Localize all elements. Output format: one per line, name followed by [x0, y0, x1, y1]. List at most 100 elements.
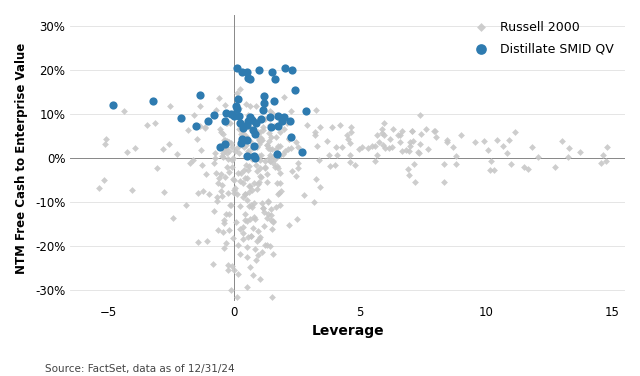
Distillate SMID QV [202, 118, 212, 124]
Russell 2000 [282, 120, 292, 126]
Russell 2000 [312, 143, 322, 149]
Russell 2000 [237, 123, 248, 129]
Distillate SMID QV [233, 96, 243, 102]
Russell 2000 [301, 122, 312, 128]
Russell 2000 [248, 272, 258, 278]
Russell 2000 [442, 139, 452, 145]
Russell 2000 [243, 234, 253, 240]
Russell 2000 [218, 150, 228, 156]
Russell 2000 [235, 226, 245, 232]
Russell 2000 [314, 184, 324, 190]
Russell 2000 [259, 102, 269, 108]
Russell 2000 [181, 202, 191, 208]
Russell 2000 [269, 123, 279, 129]
Russell 2000 [260, 116, 271, 122]
Russell 2000 [429, 128, 439, 134]
Russell 2000 [249, 200, 259, 206]
Russell 2000 [575, 149, 585, 155]
Russell 2000 [263, 211, 273, 217]
Russell 2000 [410, 179, 420, 185]
Russell 2000 [243, 254, 253, 260]
Russell 2000 [456, 132, 466, 138]
Russell 2000 [404, 148, 414, 154]
Russell 2000 [272, 163, 282, 169]
Russell 2000 [242, 218, 252, 224]
Russell 2000 [331, 144, 341, 150]
Russell 2000 [266, 212, 276, 218]
Russell 2000 [225, 139, 236, 146]
Russell 2000 [258, 124, 268, 130]
Russell 2000 [243, 149, 253, 155]
Russell 2000 [218, 155, 228, 161]
Distillate SMID QV [273, 114, 284, 120]
Russell 2000 [273, 191, 283, 197]
Russell 2000 [99, 177, 109, 183]
Russell 2000 [268, 219, 278, 225]
Russell 2000 [276, 188, 287, 194]
Russell 2000 [219, 245, 229, 251]
Russell 2000 [259, 223, 269, 229]
Russell 2000 [598, 152, 609, 158]
Russell 2000 [273, 165, 284, 171]
Russell 2000 [439, 179, 449, 185]
Russell 2000 [254, 141, 264, 147]
Russell 2000 [253, 181, 263, 187]
Russell 2000 [252, 118, 262, 124]
Russell 2000 [385, 136, 395, 142]
Russell 2000 [264, 121, 275, 127]
Russell 2000 [242, 244, 252, 250]
Russell 2000 [451, 161, 461, 167]
Russell 2000 [345, 159, 355, 165]
Russell 2000 [270, 164, 280, 170]
Russell 2000 [395, 132, 405, 138]
Distillate SMID QV [259, 100, 269, 106]
Russell 2000 [504, 137, 514, 143]
Russell 2000 [240, 139, 250, 145]
Distillate SMID QV [215, 144, 225, 150]
Russell 2000 [232, 170, 243, 176]
Russell 2000 [271, 204, 281, 210]
Russell 2000 [292, 216, 302, 222]
Russell 2000 [255, 129, 266, 135]
Russell 2000 [275, 129, 285, 135]
Russell 2000 [232, 191, 242, 197]
Russell 2000 [204, 191, 214, 197]
Russell 2000 [241, 142, 251, 148]
Russell 2000 [260, 242, 271, 248]
Distillate SMID QV [286, 134, 296, 140]
Russell 2000 [413, 150, 424, 156]
Russell 2000 [243, 284, 253, 290]
Distillate SMID QV [220, 118, 230, 124]
Russell 2000 [370, 144, 380, 150]
Russell 2000 [159, 189, 169, 195]
Russell 2000 [221, 164, 232, 170]
Russell 2000 [252, 144, 262, 150]
Russell 2000 [255, 235, 265, 241]
Russell 2000 [270, 156, 280, 162]
Russell 2000 [286, 108, 296, 114]
Russell 2000 [211, 170, 221, 176]
Russell 2000 [245, 103, 255, 109]
Russell 2000 [268, 155, 278, 161]
Russell 2000 [253, 129, 263, 135]
Russell 2000 [282, 146, 292, 152]
Russell 2000 [407, 128, 417, 134]
Russell 2000 [421, 126, 431, 132]
Russell 2000 [275, 152, 285, 158]
Russell 2000 [229, 267, 239, 273]
Russell 2000 [401, 147, 412, 153]
Distillate SMID QV [243, 75, 253, 81]
Distillate SMID QV [265, 114, 275, 120]
Russell 2000 [254, 137, 264, 143]
Distillate SMID QV [247, 117, 257, 123]
Russell 2000 [271, 134, 282, 140]
Russell 2000 [223, 169, 234, 175]
Russell 2000 [200, 125, 210, 131]
Russell 2000 [372, 152, 383, 158]
Russell 2000 [300, 192, 310, 198]
Russell 2000 [229, 187, 239, 193]
Russell 2000 [233, 270, 243, 276]
Distillate SMID QV [236, 140, 246, 146]
Russell 2000 [265, 152, 275, 158]
Russell 2000 [404, 172, 415, 178]
